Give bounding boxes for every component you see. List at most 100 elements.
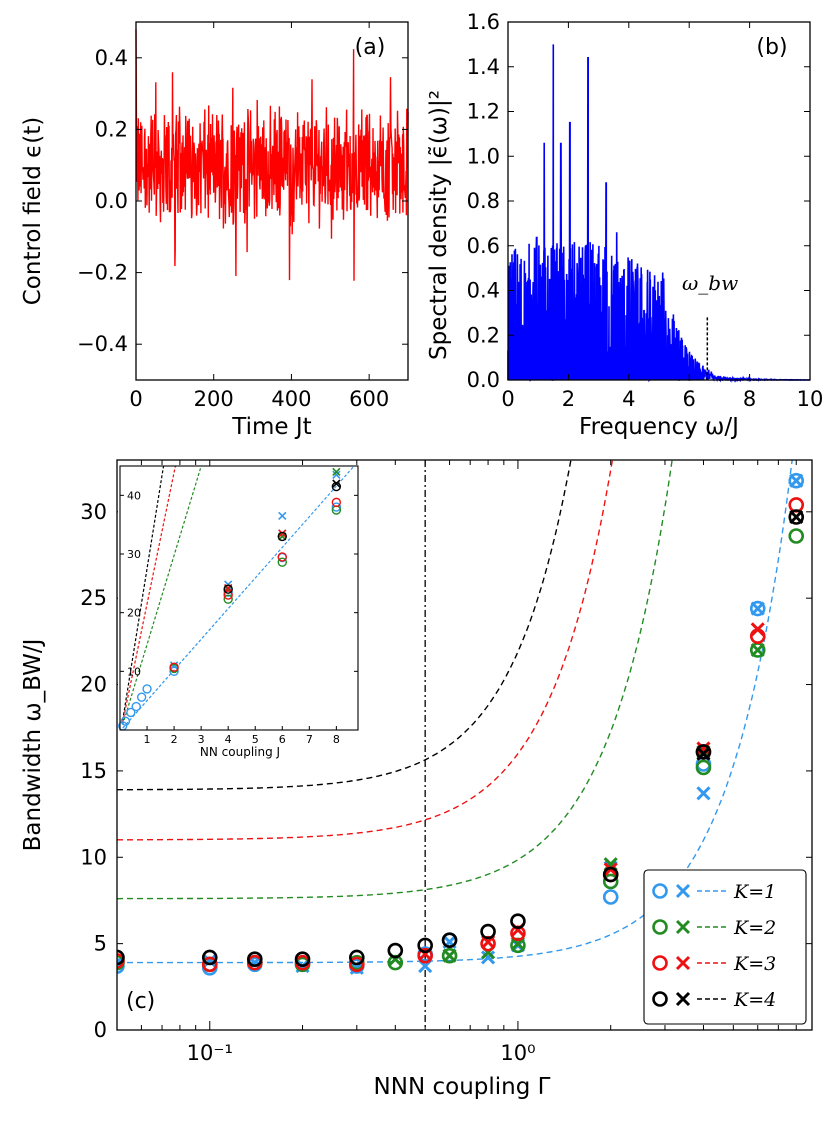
panel-b-xtick-label: 8	[743, 387, 756, 411]
inset-circle-K=3	[169, 662, 179, 672]
point-circle-K=3	[201, 956, 218, 973]
panel-b-xtick-label: 4	[622, 387, 635, 411]
panel-a: 0 200 400 600−0.4−0.20.00.20.4 (a) Time Jt …	[20, 21, 409, 440]
panel-c-ytick-label: 10	[80, 845, 107, 869]
point-cross-K=1	[789, 473, 804, 488]
panel-a-ylabel: Control field ϵ(t)	[20, 117, 46, 306]
legend: K=1 K=2 K=3 K=4	[643, 869, 807, 1025]
panel-b-ylabel: Spectral density |ϵ̃(ω)|²	[426, 90, 452, 360]
panel-b-ytick-label: 1.2	[467, 100, 500, 124]
point-circle-K=3	[417, 947, 433, 964]
point-circle-K=4	[294, 951, 311, 967]
point-circle-K=4	[387, 942, 404, 959]
fit-curve-K=2	[117, 460, 673, 900]
legend-circle-marker	[652, 955, 668, 971]
panel-b-ytick-label: 0.6	[467, 234, 500, 258]
inset-cross-K=3	[278, 529, 287, 538]
point-cross-K=3	[696, 741, 711, 756]
inset-circle-K=4	[277, 531, 287, 542]
point-circle-K=2	[788, 528, 805, 544]
inset-cross-K=1	[332, 470, 341, 479]
inset-line-K=2	[122, 466, 202, 725]
panel-c-xlabel: NNN coupling Γ	[374, 1074, 551, 1100]
inset-line-K=1	[122, 466, 355, 729]
inset-ytick-label: 20	[127, 607, 141, 620]
panel-b-ytick-label: 1.4	[467, 55, 500, 79]
inset-circle-K=2	[223, 594, 233, 604]
panel-b-xtick-label: 2	[562, 387, 575, 411]
panel-a-series	[135, 29, 409, 281]
inset-circle-K=1	[169, 666, 179, 677]
fit-curve-K=1	[117, 460, 793, 964]
inset-circle-K=3	[331, 497, 342, 508]
legend-label: K=1	[733, 881, 776, 903]
legend-cross-marker	[675, 883, 691, 899]
point-cross-K=1	[696, 786, 711, 801]
panel-c-points	[117, 472, 805, 976]
inset-cross-K=1	[278, 511, 287, 521]
inset-cross-K=1	[169, 661, 179, 670]
panel-a-xlabel: Time Jt	[231, 414, 311, 440]
panel-a-xtick-label: 400	[271, 387, 311, 411]
fit-curve-K=3	[117, 460, 614, 841]
inset-cross-K=2	[278, 532, 287, 541]
point-cross-K=3	[603, 862, 618, 877]
point-circle-K=4	[480, 923, 496, 940]
point-cross-K=1	[481, 950, 496, 965]
inset-xtick-label: 8	[333, 733, 340, 746]
inset-background	[118, 466, 358, 730]
point-cross-K=4	[696, 746, 711, 761]
panel-c-ytick-label: 20	[80, 673, 107, 697]
panel-c-fit-curves	[117, 460, 793, 964]
panel-a-ytick-label: −0.2	[77, 261, 128, 285]
legend-entry-K=4: K=4	[652, 989, 776, 1011]
panel-c-ytick-label: 0	[94, 1018, 107, 1042]
panel-a-xtick-label: 0	[129, 387, 142, 411]
legend-label: K=2	[733, 917, 776, 939]
inset-circle-K=1	[126, 707, 136, 718]
inset-cross-K=4	[332, 479, 341, 488]
panel-a-ytick-label: 0.0	[95, 189, 128, 213]
point-cross-K=3	[750, 622, 765, 637]
inset-circle-K=1	[120, 716, 131, 726]
panel-b-ytick-label: 0.4	[467, 279, 500, 303]
panel-b: 0 2 4 6 8 100.00.20.40.60.81.01.21.41.6 ω_bw …	[426, 10, 823, 440]
panel-c-ytick-label: 30	[80, 500, 107, 524]
point-circle-K=2	[695, 759, 712, 776]
fit-curve-K=4	[117, 460, 572, 791]
inset-circle-K=2	[277, 557, 287, 567]
control-field-series	[135, 29, 409, 281]
panel-b-xtick-label: 0	[501, 387, 514, 411]
inset-xtick-label: 5	[252, 733, 259, 746]
point-cross-K=2	[442, 948, 457, 963]
inset-fit-lines	[122, 466, 355, 729]
panel-c-xtick-label: 10⁰	[500, 1041, 535, 1065]
point-circle-K=4	[246, 951, 263, 967]
panel-b-ytick-label: 0.8	[467, 189, 500, 213]
inset-xtick-label: 1	[144, 733, 151, 746]
panel-c-ylabel: Bandwidth ω_BW/J	[20, 639, 46, 852]
point-cross-K=2	[750, 642, 765, 658]
panel-b-ticks: 0 2 4 6 8 10 0.0 0.2 0.4 0.6 0.8 1.0 1.2 1.4 1.6	[467, 10, 824, 411]
inset-ytick-label: 40	[127, 489, 141, 502]
point-cross-K=1	[750, 601, 765, 616]
legend-entry-K=3: K=3	[652, 953, 776, 975]
inset-circle-K=4	[223, 584, 233, 594]
inset-circle-K=1	[331, 502, 342, 512]
point-circle-K=4	[788, 509, 805, 525]
inset-xtick-label: 4	[225, 733, 232, 746]
inset-xtick-label: 2	[171, 733, 178, 746]
inset-xlabel: NN coupling J	[200, 745, 280, 759]
point-cross-K=1	[202, 953, 217, 968]
panel-a-xtick-label: 600	[349, 387, 389, 411]
point-circle-K=4	[510, 913, 526, 929]
inset-circle-K=1	[142, 684, 152, 694]
inset-ticks: 1 2 3 4 5 6 7 8 10 20 30 40	[120, 489, 358, 746]
legend-label: K=4	[733, 989, 776, 1011]
point-circle-K=4	[602, 866, 619, 883]
legend-cross-marker	[675, 991, 691, 1007]
point-circle-K=2	[602, 873, 619, 890]
inset-xtick-label: 6	[279, 733, 286, 746]
inset-cross-K=2	[332, 467, 341, 477]
